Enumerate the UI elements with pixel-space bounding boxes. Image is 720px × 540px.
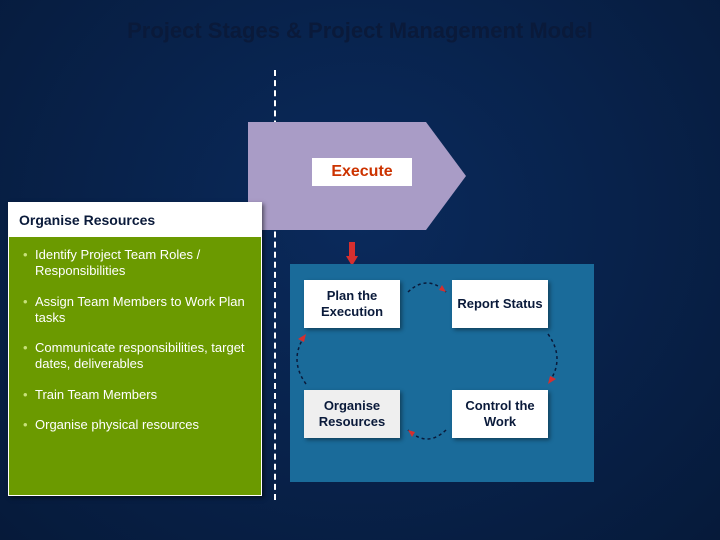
organise-panel-list: Identify Project Team Roles / Responsibi… — [9, 237, 261, 457]
quad-control-work: Control the Work — [452, 390, 548, 438]
cycle-arrow-left — [292, 332, 312, 386]
list-item: Assign Team Members to Work Plan tasks — [23, 294, 251, 327]
cycle-arrow-top — [406, 278, 448, 298]
list-item: Train Team Members — [23, 387, 251, 403]
execute-label: Execute — [312, 158, 412, 186]
cycle-arrow-bottom — [406, 424, 448, 444]
organise-panel-header: Organise Resources — [9, 203, 261, 237]
chevron-head — [426, 122, 466, 230]
organise-resources-panel: Organise Resources Identify Project Team… — [8, 202, 262, 496]
arrow-down-icon — [346, 242, 358, 266]
list-item: Organise physical resources — [23, 417, 251, 433]
page-title: Project Stages & Project Management Mode… — [0, 18, 720, 44]
quad-plan-execution: Plan the Execution — [304, 280, 400, 328]
quad-organise-resources: Organise Resources — [304, 390, 400, 438]
quad-report-status: Report Status — [452, 280, 548, 328]
slide: Project Stages & Project Management Mode… — [0, 0, 720, 540]
list-item: Communicate responsibilities, target dat… — [23, 340, 251, 373]
list-item: Identify Project Team Roles / Responsibi… — [23, 247, 251, 280]
cycle-arrow-right — [542, 332, 562, 386]
